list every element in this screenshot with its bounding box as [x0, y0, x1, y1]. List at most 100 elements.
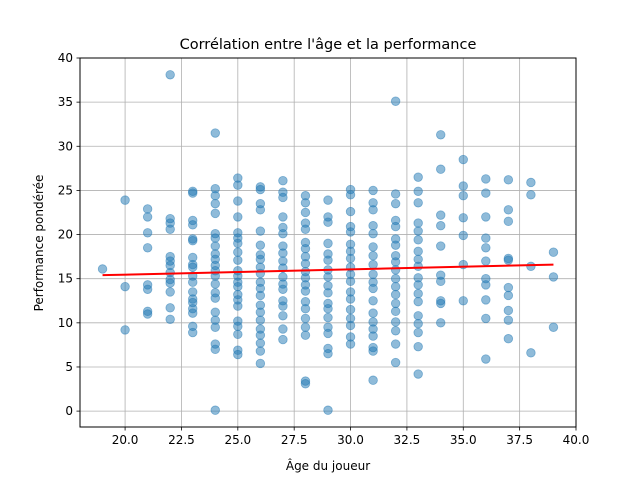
- data-point: [300, 243, 311, 254]
- data-point: [345, 253, 356, 264]
- data-point: [165, 224, 175, 234]
- data-point: [436, 221, 446, 231]
- data-point: [300, 304, 311, 314]
- data-point: [481, 188, 491, 198]
- data-point: [458, 181, 468, 191]
- data-point: [390, 257, 401, 267]
- y-tick-label: 25: [58, 183, 73, 197]
- data-point: [413, 289, 423, 299]
- data-point: [188, 308, 198, 318]
- data-point: [390, 289, 401, 300]
- data-point: [278, 311, 288, 321]
- data-point: [323, 304, 333, 314]
- x-tick-label: 40.0: [563, 433, 590, 447]
- data-point: [142, 243, 153, 253]
- data-point: [526, 190, 536, 200]
- data-point: [233, 212, 243, 222]
- data-point: [278, 212, 288, 222]
- y-axis-ticks: 0 5 10 15 20 25 30 35 40: [58, 51, 80, 418]
- data-point: [481, 295, 491, 305]
- data-point: [188, 262, 198, 272]
- data-point: [390, 339, 401, 349]
- data-point: [255, 346, 266, 356]
- data-point: [345, 206, 356, 217]
- data-point: [390, 281, 401, 292]
- data-point: [503, 216, 514, 227]
- data-point: [142, 204, 153, 214]
- data-point: [481, 280, 491, 290]
- y-tick-label: 5: [65, 360, 73, 374]
- data-point: [368, 331, 378, 341]
- data-point: [413, 280, 423, 290]
- data-point: [548, 322, 559, 332]
- data-point: [255, 205, 266, 215]
- data-point: [255, 184, 266, 195]
- data-point: [390, 298, 401, 309]
- data-point: [233, 281, 243, 292]
- data-point: [210, 279, 220, 289]
- data-point: [233, 329, 243, 340]
- y-tick-label: 0: [65, 404, 73, 418]
- data-point: [210, 128, 220, 138]
- data-point: [413, 369, 423, 379]
- x-tick-label: 20.0: [112, 433, 139, 447]
- data-point: [413, 198, 423, 208]
- data-point: [481, 313, 491, 324]
- data-point: [503, 290, 514, 301]
- data-point: [345, 276, 356, 287]
- data-point: [278, 284, 288, 294]
- data-point: [255, 330, 266, 340]
- data-point: [390, 306, 401, 317]
- data-point: [233, 255, 243, 265]
- data-point: [345, 304, 356, 315]
- data-point: [142, 309, 153, 319]
- data-point: [526, 261, 536, 272]
- data-point: [548, 247, 559, 257]
- data-point: [210, 344, 220, 355]
- data-point: [390, 317, 401, 327]
- data-point: [481, 174, 491, 184]
- data-point: [233, 196, 243, 206]
- data-point: [278, 301, 288, 311]
- data-point: [323, 217, 333, 227]
- y-tick-label: 20: [58, 228, 73, 242]
- x-axis-ticks: 20.0 22.5 25.0 27.5 30.0 32.5 35.0 37.5 40.0: [112, 427, 590, 447]
- data-point: [255, 338, 266, 348]
- data-point: [233, 180, 243, 190]
- data-point: [458, 296, 468, 306]
- y-tick-label: 40: [58, 51, 73, 65]
- y-tick-label: 15: [58, 272, 73, 286]
- data-point: [526, 177, 536, 188]
- data-point: [368, 242, 378, 252]
- data-point: [300, 207, 311, 218]
- data-point: [413, 311, 423, 321]
- data-point: [300, 330, 311, 340]
- data-point: [210, 293, 220, 303]
- data-point: [210, 208, 220, 219]
- data-point: [413, 246, 423, 257]
- data-point: [503, 255, 514, 265]
- data-point: [323, 195, 333, 205]
- data-point: [503, 315, 514, 325]
- data-point: [458, 154, 468, 165]
- data-point: [481, 354, 491, 364]
- data-point: [436, 276, 446, 287]
- data-point: [255, 290, 266, 301]
- data-point: [390, 198, 401, 209]
- data-points: [97, 70, 559, 415]
- data-point: [436, 210, 446, 220]
- data-point: [436, 298, 446, 309]
- data-point: [390, 357, 401, 368]
- data-point: [165, 314, 175, 325]
- data-point: [548, 272, 559, 282]
- x-tick-label: 35.0: [450, 433, 477, 447]
- data-point: [233, 301, 243, 311]
- data-point: [413, 235, 423, 245]
- x-tick-label: 25.0: [224, 433, 251, 447]
- data-point: [188, 236, 198, 246]
- data-point: [255, 254, 266, 264]
- data-point: [413, 327, 423, 338]
- x-tick-label: 37.5: [506, 433, 533, 447]
